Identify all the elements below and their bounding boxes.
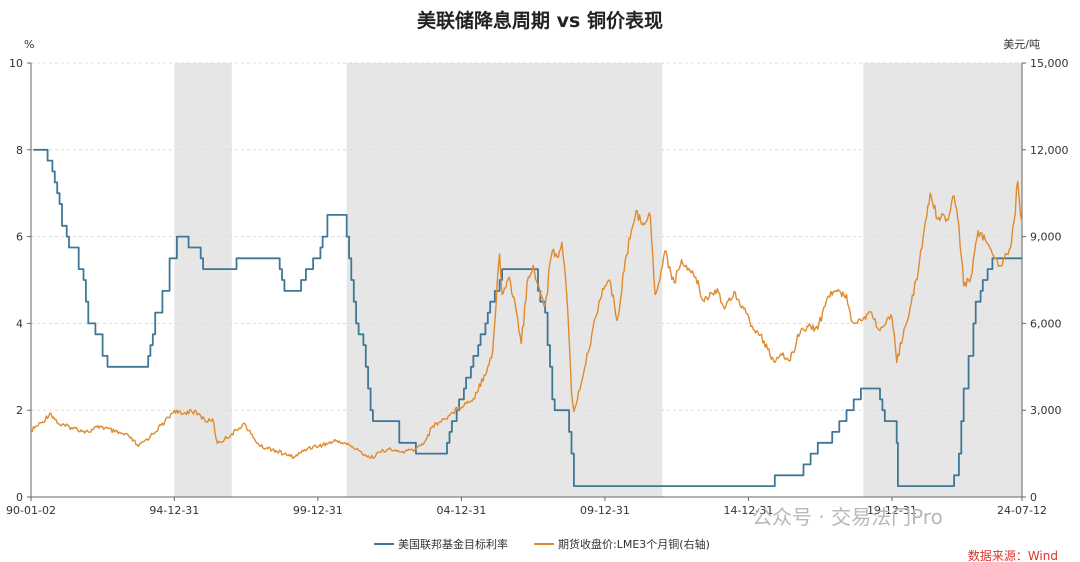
right-tick-label: 15,000	[1030, 57, 1069, 70]
series-layer	[30, 148, 1023, 487]
source-note: 数据来源：Wind	[968, 548, 1058, 562]
watermark: 公众号 · 交易法门Pro	[752, 505, 943, 529]
shaded-period-0	[174, 63, 232, 497]
shaded-period-3	[863, 63, 938, 497]
x-tick-label: 19-12-31	[867, 504, 917, 517]
left-tick-label: 8	[16, 144, 23, 157]
legend-label-0: 美国联邦基金目标利率	[398, 537, 508, 551]
x-tick-label: 14-12-31	[723, 504, 773, 517]
left-tick-label: 0	[16, 491, 23, 504]
shaded-period-1	[346, 63, 519, 497]
x-tick-label: 90-01-02	[6, 504, 56, 517]
x-axis-ticks: 90-01-02 94-12-31 99-12-31 04-12-31 09-12-31…	[6, 497, 1047, 517]
right-tick-label: 3,000	[1030, 404, 1062, 417]
x-tick-label: 94-12-31	[149, 504, 199, 517]
right-axis-ticks: 0 3,000 6,000 9,000 12,000 15,000	[1022, 57, 1069, 504]
left-tick-label: 10	[9, 57, 23, 70]
right-tick-label: 9,000	[1030, 231, 1062, 244]
shaded-periods	[174, 63, 1022, 497]
x-tick-label: 04-12-31	[436, 504, 486, 517]
series-line-1	[30, 180, 1023, 460]
x-tick-label: 99-12-31	[293, 504, 343, 517]
axes	[30, 63, 1023, 498]
shaded-period-4	[937, 63, 1022, 497]
x-tick-label: 24-07-12	[997, 504, 1047, 517]
left-axis-unit: %	[24, 38, 34, 51]
left-axis-ticks: 0 2 4 6 8 10	[9, 57, 31, 504]
legend-label-1: 期货收盘价:LME3个月铜(右轴)	[558, 537, 710, 551]
shaded-period-2	[518, 63, 663, 497]
left-tick-label: 4	[16, 317, 23, 330]
right-tick-label: 0	[1030, 491, 1037, 504]
chart-title: 美联储降息周期 vs 铜价表现	[417, 9, 663, 32]
right-tick-label: 6,000	[1030, 317, 1062, 330]
legend: 美国联邦基金目标利率 期货收盘价:LME3个月铜(右轴)	[374, 537, 710, 551]
right-tick-label: 12,000	[1030, 144, 1069, 157]
left-tick-label: 6	[16, 231, 23, 244]
left-tick-label: 2	[16, 404, 23, 417]
right-axis-unit: 美元/吨	[1003, 38, 1040, 51]
x-tick-label: 09-12-31	[580, 504, 630, 517]
series-line-0	[33, 148, 1022, 487]
